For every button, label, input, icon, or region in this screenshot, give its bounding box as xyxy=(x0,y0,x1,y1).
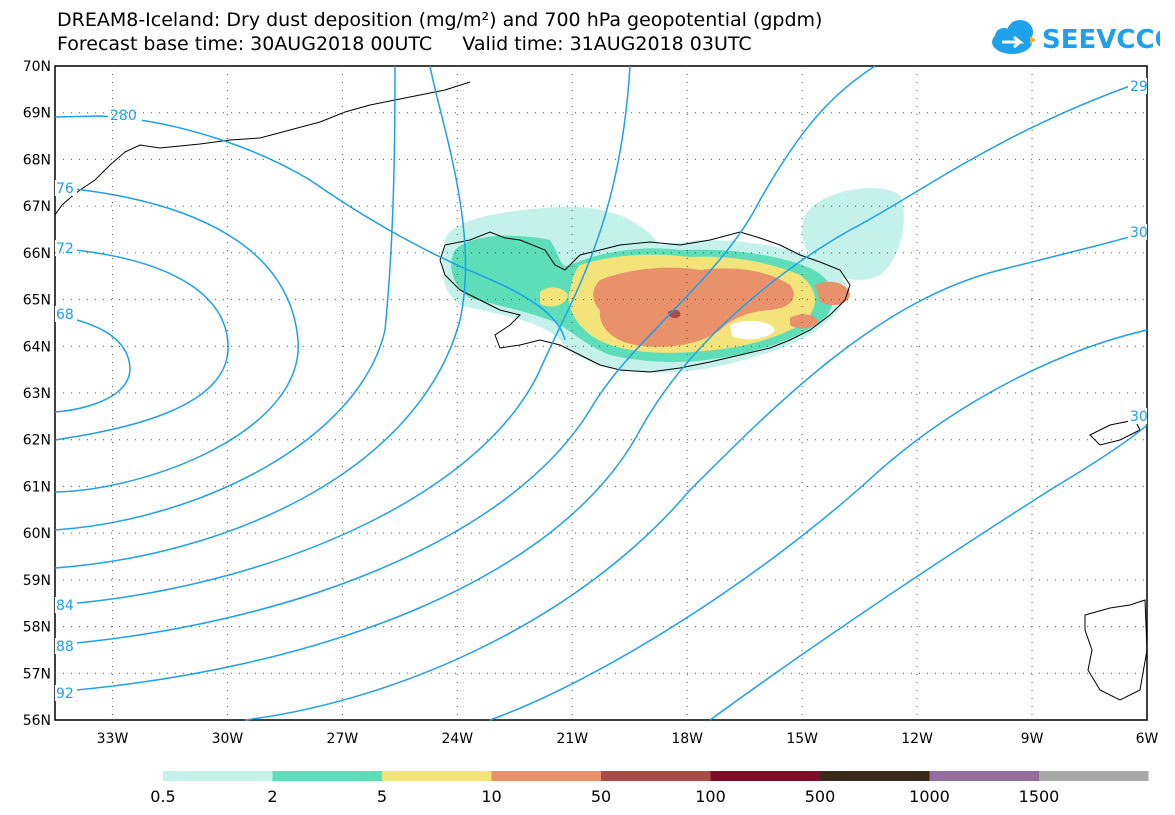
legend-label: 1000 xyxy=(909,787,950,806)
contour-280 xyxy=(54,115,566,341)
map-title: DREAM8-Iceland: Dry dust deposition (mg/… xyxy=(57,9,823,31)
longitude-label: 24W xyxy=(441,731,473,747)
latitude-label: 61N xyxy=(23,479,51,495)
dust-shading xyxy=(442,187,904,373)
latitude-label: 56N xyxy=(23,713,51,729)
latitude-label: 70N xyxy=(23,59,51,75)
contour-label: 280 xyxy=(110,108,137,124)
longitude-label: 21W xyxy=(556,731,588,747)
latitude-label: 64N xyxy=(23,339,51,355)
dust-hole xyxy=(730,320,775,340)
greenland-coast xyxy=(54,81,471,216)
legend-label: 100 xyxy=(695,787,726,806)
longitude-label: 27W xyxy=(327,731,359,747)
longitude-labels: 33W 30W 27W 24W 21W 18W 15W 12W 9W 6W xyxy=(97,731,1159,747)
contour-label: 30 xyxy=(1130,409,1148,425)
legend-swatch xyxy=(820,771,930,781)
contour-label: 30 xyxy=(1130,225,1148,241)
contour-label: 72 xyxy=(56,241,74,257)
logo-text: SEEVCCC xyxy=(1042,25,1160,55)
contour-label: 88 xyxy=(56,639,74,655)
dust-level-0.5-east xyxy=(802,187,904,280)
contour-label: 92 xyxy=(56,686,74,702)
legend-label: 10 xyxy=(481,787,501,806)
latitude-label: 68N xyxy=(23,152,51,168)
legend-label: 2 xyxy=(267,787,277,806)
latitude-labels: 70N 69N 68N 67N 66N 65N 64N 63N 62N 61N 60N 59N 58N 5… xyxy=(23,59,51,729)
contour-labels: 280 76 72 68 84 88 92 29 30 30 xyxy=(55,78,1148,702)
legend-swatch xyxy=(272,771,382,781)
latitude-label: 58N xyxy=(23,620,51,636)
latitude-label: 69N xyxy=(23,106,51,122)
longitude-label: 18W xyxy=(671,731,703,747)
legend-label: 500 xyxy=(805,787,836,806)
longitude-label: 6W xyxy=(1136,731,1159,747)
latitude-label: 60N xyxy=(23,526,51,542)
contour-label: 84 xyxy=(56,598,74,614)
legend-swatch xyxy=(491,771,601,781)
dust-level-5-west xyxy=(540,287,568,307)
longitude-label: 9W xyxy=(1021,731,1044,747)
iceland-coast xyxy=(439,231,851,373)
contour-label: 68 xyxy=(56,307,74,323)
latitude-label: 65N xyxy=(23,293,51,309)
dust-level-10 xyxy=(593,267,794,347)
contour-label: 76 xyxy=(56,181,74,197)
dust-level-10-se xyxy=(790,314,818,329)
graticule xyxy=(55,66,1147,720)
coastlines xyxy=(54,81,1148,701)
geopotential-contours xyxy=(54,65,1148,721)
color-legend: 0.5 2 5 10 50 100 500 1000 1500 xyxy=(150,771,1149,806)
latitude-label: 66N xyxy=(23,246,51,262)
legend-swatch xyxy=(929,771,1039,781)
legend-label: 50 xyxy=(591,787,611,806)
legend-label: 5 xyxy=(377,787,387,806)
latitude-label: 57N xyxy=(23,666,51,682)
legend-swatch xyxy=(1039,771,1149,781)
latitude-label: 63N xyxy=(23,386,51,402)
longitude-label: 30W xyxy=(212,731,244,747)
map-subtitle: Forecast base time: 30AUG2018 00UTC Vali… xyxy=(57,33,752,55)
longitude-label: 12W xyxy=(901,731,933,747)
legend-swatch xyxy=(601,771,711,781)
longitude-label: 33W xyxy=(97,731,129,747)
cloud-icon xyxy=(992,20,1036,54)
legend-swatch xyxy=(710,771,820,781)
legend-label: 1500 xyxy=(1019,787,1060,806)
latitude-label: 67N xyxy=(23,199,51,215)
seevccc-logo: SEEVCCC xyxy=(992,20,1160,55)
latitude-label: 59N xyxy=(23,573,51,589)
legend-label: 0.5 xyxy=(150,787,175,806)
scotland-coast xyxy=(1084,599,1148,701)
longitude-label: 15W xyxy=(786,731,818,747)
legend-swatch xyxy=(382,771,492,781)
latitude-label: 62N xyxy=(23,433,51,449)
legend-swatch xyxy=(163,771,273,781)
contour-label: 29 xyxy=(1130,79,1148,95)
